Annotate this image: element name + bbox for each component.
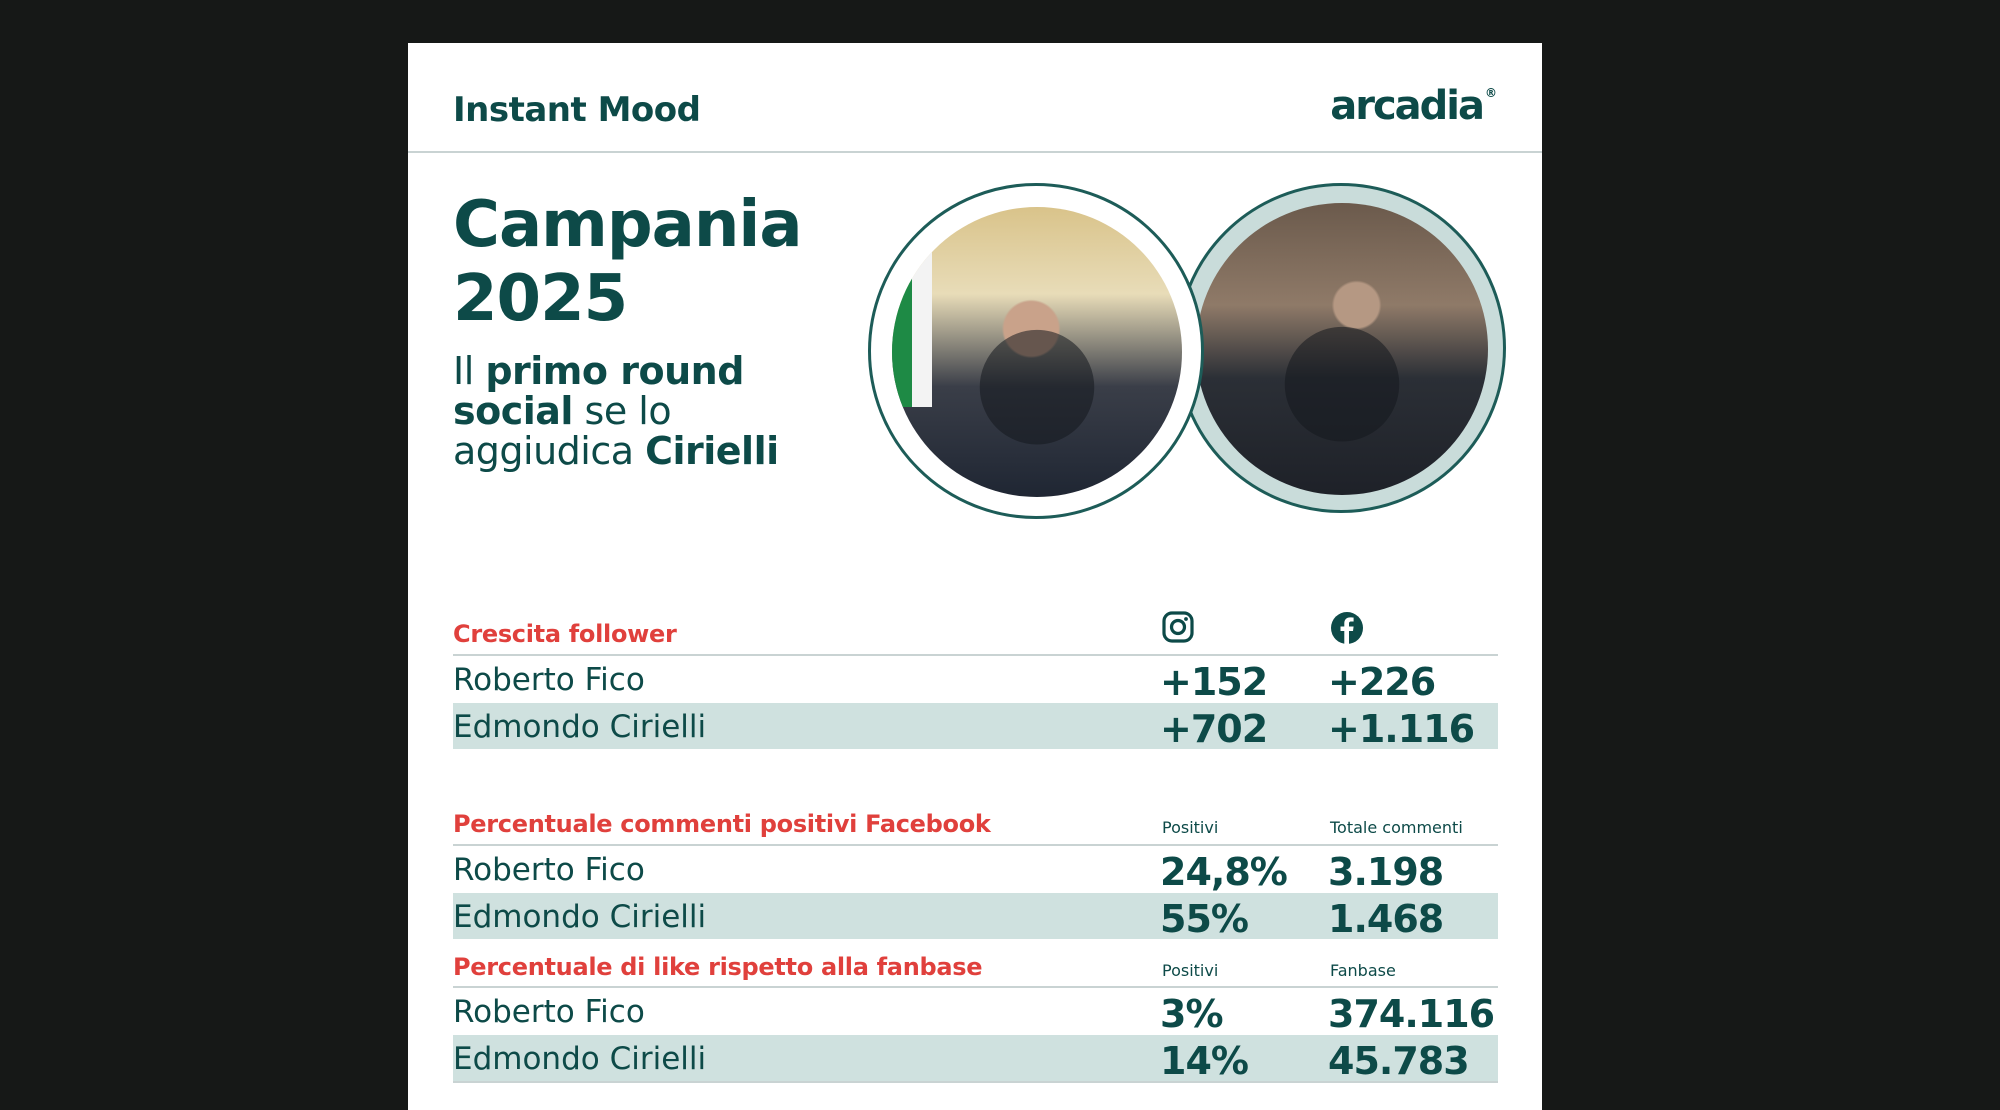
instagram-growth: +152 [1160,660,1268,704]
person-icon: ● [971,288,1103,463]
divider [453,1081,1498,1083]
facebook-growth: +226 [1328,660,1436,704]
total-comments: 3.198 [1328,850,1444,894]
total-comments: 1.468 [1328,897,1444,941]
hero-title: Campania 2025 [453,188,803,336]
divider [453,844,1498,846]
header-title: Instant Mood [453,90,701,130]
person-icon: ● [1276,285,1408,460]
fanbase-count: 374.116 [1328,992,1495,1036]
section-label-comments: Percentuale commenti positivi Facebook [453,810,991,838]
facebook-growth: +1.116 [1328,707,1475,751]
table-row: Edmondo Cirielli +702 +1.116 [453,703,1498,751]
positive-percent: 24,8% [1160,850,1288,894]
divider [453,986,1498,988]
photo-edmondo-cirielli: ● [1196,203,1488,495]
candidate-name: Edmondo Cirielli [453,1041,707,1077]
positive-percent: 55% [1160,897,1249,941]
like-percent: 14% [1160,1039,1249,1083]
fanbase-count: 45.783 [1328,1039,1470,1083]
column-header-fanbase: Fanbase [1330,961,1396,980]
candidate-name: Edmondo Cirielli [453,899,707,935]
instagram-growth: +702 [1160,707,1268,751]
candidate-name: Roberto Fico [453,994,645,1030]
divider [453,654,1498,656]
section-label-likes: Percentuale di like rispetto alla fanbas… [453,953,983,981]
candidate-name: Edmondo Cirielli [453,709,707,745]
candidate-name: Roberto Fico [453,662,645,698]
column-header-positivi: Positivi [1162,961,1219,980]
card-header: Instant Mood arcadia ® [408,43,1542,153]
table-row: Edmondo Cirielli 55% 1.468 [453,893,1498,941]
infographic-card: Instant Mood arcadia ® Campania 2025 Il p… [408,43,1542,1110]
photo-roberto-fico: ● [892,207,1182,497]
table-row: Roberto Fico 24,8% 3.198 [453,846,1498,894]
column-header-totale-commenti: Totale commenti [1330,818,1463,837]
table-row: Roberto Fico +152 +226 [453,656,1498,704]
column-header-positivi: Positivi [1162,818,1219,837]
facebook-icon [1331,612,1363,644]
instagram-icon [1162,611,1194,643]
italian-flag [892,247,932,407]
section-label-followers: Crescita follower [453,620,677,648]
table-row: Edmondo Cirielli 14% 45.783 [453,1035,1498,1083]
like-percent: 3% [1160,992,1224,1036]
arcadia-logo: arcadia ® [1330,83,1497,129]
hero-subtitle: Il primo round social se lo aggiudica Ciri… [453,349,779,473]
candidate-name: Roberto Fico [453,852,645,888]
table-row: Roberto Fico 3% 374.116 [453,988,1498,1036]
